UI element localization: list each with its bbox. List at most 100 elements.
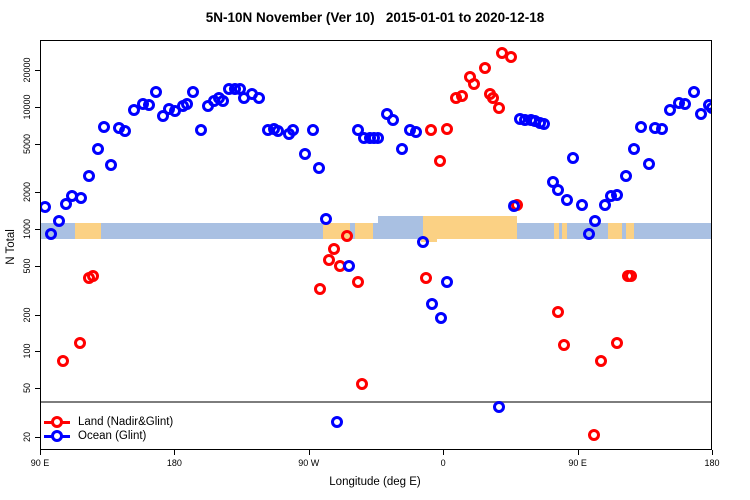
legend-item: Ocean (Glint) (44, 429, 146, 443)
x-axis-tick-label: 0 (440, 458, 446, 468)
ocean-data-point (41, 200, 52, 213)
ocean-data-point (342, 259, 355, 272)
land-data-point (441, 123, 454, 136)
ocean-data-point (493, 400, 506, 413)
y-axis-tick-label: 5000 (22, 133, 32, 154)
land-data-point (505, 51, 518, 64)
ocean-data-point (299, 147, 312, 160)
ocean-data-point (142, 99, 155, 112)
ocean-data-point (194, 123, 207, 136)
y-axis-tick (35, 106, 40, 108)
x-axis-tick (174, 450, 176, 455)
ocean-data-point (60, 198, 73, 211)
x-axis-tick-label: 90 E (30, 458, 50, 468)
map-strip-ocean-upper (378, 216, 424, 223)
legend-symbol (44, 416, 70, 428)
map-strip-land-patch (626, 223, 634, 239)
ocean-data-point (627, 143, 640, 156)
land-data-point (73, 336, 86, 349)
ocean-data-point (320, 213, 333, 226)
ocean-data-point (82, 170, 95, 183)
y-axis-title: N Total (5, 229, 17, 265)
ocean-data-point (589, 214, 602, 227)
y-axis-tick-label: 200 (22, 307, 32, 323)
ocean-data-point (635, 120, 648, 133)
map-strip-land-patch (75, 223, 101, 239)
y-axis-tick-label: 20 (22, 431, 32, 442)
x-axis-title: Longitude (deg E) (329, 476, 421, 488)
land-data-point (595, 355, 607, 368)
ocean-data-point (575, 199, 588, 212)
ocean-data-point (75, 192, 88, 205)
ocean-data-point (45, 228, 58, 241)
y-axis-tick (35, 314, 40, 316)
ocean-data-point (52, 214, 65, 227)
ocean-data-point (560, 194, 573, 207)
land-data-point (420, 271, 433, 284)
ocean-data-point (105, 159, 118, 172)
map-strip-land-patch (423, 223, 518, 239)
legend-circle-icon (51, 416, 63, 428)
ocean-data-point (695, 107, 708, 120)
y-axis-tick-label: 100 (22, 343, 32, 359)
y-axis-tick-label: 20000 (22, 57, 32, 83)
ocean-data-point (687, 85, 700, 98)
legend-label: Ocean (Glint) (78, 430, 147, 442)
ocean-data-point (118, 125, 131, 138)
ocean-data-point (620, 169, 633, 182)
ocean-data-point (127, 104, 140, 117)
threshold-line (41, 401, 711, 404)
land-data-point (351, 275, 364, 288)
ocean-data-point (426, 297, 439, 310)
land-data-point (487, 92, 500, 105)
y-axis-tick (35, 229, 40, 231)
land-data-point (551, 305, 564, 318)
ocean-data-point (387, 114, 400, 127)
ocean-data-point (149, 85, 162, 98)
land-data-point (87, 270, 100, 283)
ocean-data-point (217, 94, 230, 107)
x-axis-tick (443, 450, 445, 455)
map-strip-land-patch (553, 223, 560, 239)
ocean-data-point (287, 123, 300, 136)
legend-item: Land (Nadir&Glint) (44, 415, 173, 429)
land-data-point (611, 336, 624, 349)
land-data-point (478, 62, 491, 74)
x-axis-tick (308, 450, 310, 455)
ocean-data-point (611, 188, 624, 201)
land-data-point (557, 338, 570, 351)
land-data-point (341, 229, 354, 242)
ocean-data-point (312, 162, 325, 175)
ocean-data-point (538, 117, 551, 130)
y-axis-tick (35, 265, 40, 267)
x-axis-tick-label: 90 W (298, 458, 320, 468)
ocean-data-point (187, 85, 200, 98)
y-axis-tick (35, 192, 40, 194)
ocean-data-point (441, 275, 454, 288)
y-axis-tick-label: 10000 (22, 94, 32, 120)
land-data-point (327, 243, 340, 256)
land-data-point (468, 77, 481, 90)
legend-label: Land (Nadir&Glint) (78, 416, 174, 428)
map-strip-land-upper (423, 216, 518, 223)
map-strip-land-patch (608, 223, 622, 239)
land-data-point (587, 429, 600, 442)
land-data-point (314, 283, 327, 296)
ocean-data-point (97, 120, 110, 133)
y-axis-tick (35, 70, 40, 72)
land-data-point (433, 154, 446, 167)
y-axis-tick (35, 351, 40, 353)
y-axis-tick (35, 388, 40, 390)
ocean-data-point (583, 228, 596, 241)
land-data-point (456, 90, 469, 103)
land-data-point (493, 102, 506, 115)
ocean-data-point (306, 123, 319, 136)
ocean-data-point (705, 102, 711, 115)
x-axis-tick-label: 90 E (568, 458, 587, 468)
y-axis-tick (35, 143, 40, 145)
ocean-data-point (663, 104, 676, 117)
ocean-data-point (330, 416, 343, 428)
map-strip-land-patch (354, 223, 373, 239)
ocean-data-point (253, 92, 266, 105)
land-data-point (356, 378, 369, 391)
